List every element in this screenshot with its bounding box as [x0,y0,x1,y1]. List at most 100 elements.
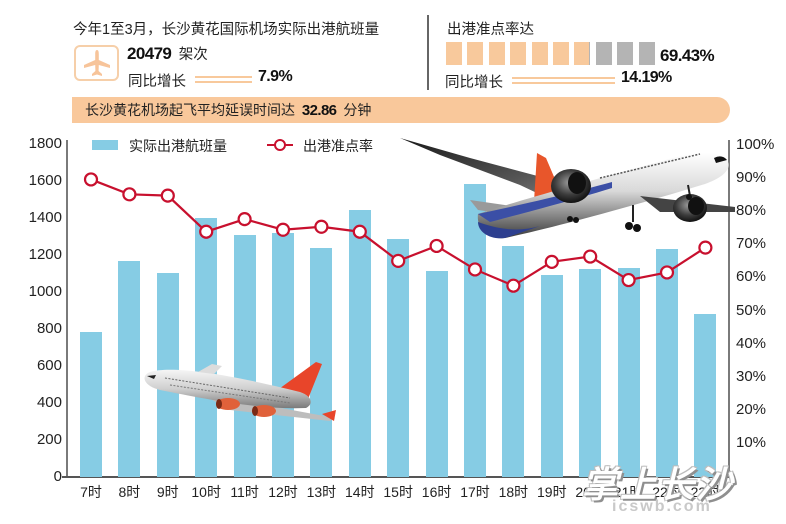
x-axis-tick-label: 15时 [383,484,413,500]
header-left-title: 今年1至3月，长沙黄花国际机场实际出港航班量 [73,22,380,38]
line-point-marker [275,222,291,237]
right-y-axis [728,140,730,477]
right-axis-tick-label: 70% [736,235,767,253]
bar [195,218,218,477]
bar [617,267,640,477]
right-axis-tick-label: 100% [736,136,775,153]
rate-growth-label: 同比增长 [445,75,503,91]
progress-square-fill [510,42,527,65]
line-point-marker [698,240,713,255]
line-point-marker [506,278,521,293]
delay-banner-value: 32.86 [301,102,337,119]
progress-square [595,42,612,65]
x-axis-tick-label: 14时 [345,484,375,500]
watermark-url: icswb.com [612,498,712,515]
bar [118,261,141,477]
left-axis-tick-label: 200 [36,431,62,448]
bar [694,314,717,477]
x-axis-tick-label: 11时 [230,484,259,500]
bar [348,209,371,477]
delay-banner-prefix: 长沙黄花机场起飞平均延误时间达 [85,102,295,118]
line-point-marker [467,262,483,277]
watermark-brand: 掌上长沙 [582,464,735,505]
x-axis-tick-label: 20时 [575,484,605,500]
line-point-marker [429,238,444,254]
bar [425,270,448,477]
right-axis-tick-label: 20% [736,400,767,418]
x-axis-tick-label: 18时 [498,484,529,500]
line-point-marker [544,254,559,269]
progress-square-fill [446,42,462,65]
progress-square [617,42,634,65]
x-axis-tick-label: 22时 [652,484,682,500]
airplane-icon [83,50,110,76]
airplane-icon-box [74,45,119,81]
x-axis-tick-label: 16时 [421,484,452,500]
progress-square [638,42,655,65]
right-axis-tick-label: 90% [736,169,767,187]
header-divider [427,15,429,90]
left-y-axis [66,140,68,477]
progress-square [510,42,527,65]
flights-count: 20479 架次 [127,43,208,64]
right-axis-tick-label: 10% [736,433,767,451]
rate-growth-value: 14.19% [621,69,672,86]
left-axis-tick-label: 1200 [28,246,62,263]
header-right-title: 出港准点率达 [447,22,534,38]
bar [656,249,678,477]
flights-growth-bar [195,76,252,83]
line-point-marker [659,265,675,280]
line-point-marker [160,188,175,203]
legend-line-label: 出港准点率 [303,138,373,154]
line-point-marker [199,224,214,239]
line-point-marker [621,272,636,288]
bar [502,245,525,477]
delay-banner-suffix: 分钟 [343,102,372,118]
legend-line-marker [267,139,293,151]
flights-unit: 架次 [178,47,208,63]
bar [464,183,486,477]
progress-square-fill [531,42,548,65]
line-point-marker [122,187,137,202]
left-axis-tick-label: 800 [36,320,62,337]
line-point-marker [583,249,598,264]
x-axis-tick-label: 19时 [537,484,567,500]
x-axis-tick-label: 21时 [613,484,644,500]
x-axis-tick-label: 9时 [156,484,179,500]
bar [387,239,410,477]
right-axis-tick-label: 60% [736,268,767,286]
left-axis-tick-label: 400 [36,394,62,411]
progress-square [488,42,505,65]
line-point-marker [237,212,252,227]
bar [579,268,602,477]
progress-square [531,42,548,65]
flights-growth-value: 7.9% [258,68,293,85]
progress-square [446,42,462,65]
legend-bar-label: 实际出港航班量 [129,138,227,154]
line-point-marker [352,224,367,239]
legend-bar-swatch [92,140,118,150]
right-axis-tick-label: 80% [736,202,767,220]
delay-banner: 长沙黄花机场起飞平均延误时间达 32.86 分钟 [72,97,730,123]
x-axis-tick-label: 23时 [690,484,721,500]
line-point-marker [391,253,406,268]
right-axis-tick-label: 40% [736,334,767,352]
line-point-marker [314,219,329,234]
progress-square [574,42,591,65]
line-point-marker [83,172,99,187]
bar [540,275,563,477]
x-axis-tick-label: 12时 [268,484,298,500]
bar [80,331,102,477]
x-axis-tick-label: 10时 [191,484,221,500]
left-axis-tick-label: 1800 [28,135,62,152]
progress-square-fill [488,42,505,65]
x-axis-tick-label: 8时 [118,484,141,500]
x-axis-tick-label: 7时 [80,484,102,500]
left-axis-tick-label: 1400 [28,209,62,226]
progress-square [467,42,484,65]
left-axis-tick-label: 600 [36,357,62,374]
flights-growth-label: 同比增长 [128,74,186,90]
